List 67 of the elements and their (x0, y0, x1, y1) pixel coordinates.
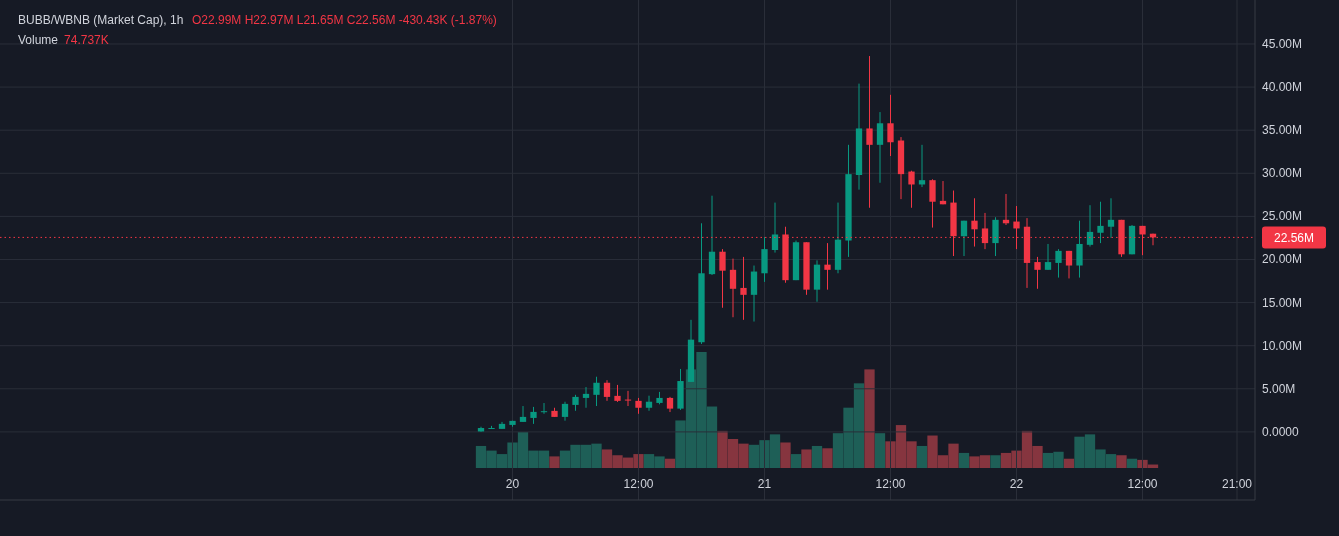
text: BUBB/WBNB (Market Cap), 1h (18, 13, 184, 27)
candlestick (887, 94, 894, 157)
y-tick-label: 20.00M (1262, 252, 1303, 267)
text: Volume (18, 33, 59, 47)
x-tick-label: 21 (757, 477, 772, 491)
candlestick (929, 178, 936, 229)
y-tick-label: 0.0000 (1262, 424, 1300, 439)
bar (780, 442, 791, 468)
candlestick (1076, 220, 1083, 279)
bar (790, 454, 802, 468)
candlestick (876, 111, 884, 184)
x-tick-label: 12:00 (1127, 477, 1158, 491)
y-tick-label: 30.00M (1262, 166, 1303, 181)
bar (874, 433, 886, 468)
candlestick (645, 395, 653, 412)
x-tick-label: 20 (505, 477, 520, 491)
candlestick (908, 170, 915, 209)
bar (811, 445, 823, 468)
ref-line-label: 22.56M (1273, 230, 1315, 245)
candlestick (603, 379, 611, 402)
candlestick (540, 402, 548, 415)
bar (916, 445, 928, 468)
candlestick (582, 386, 590, 409)
x-tick-label: 21:00 (1221, 477, 1253, 491)
bar (864, 369, 875, 468)
y-tick-label: 25.00M (1262, 209, 1303, 224)
candlestick (750, 265, 758, 323)
y-tick-label: 10.00M (1262, 338, 1303, 353)
candlestick (1044, 243, 1052, 271)
bar (549, 456, 560, 468)
y-tick-label: 45.00M (1262, 36, 1303, 51)
candlestick (866, 55, 873, 209)
y-tick-label: 5.00M (1262, 381, 1296, 396)
candlestick (624, 390, 632, 407)
y-tick-label: 40.00M (1262, 80, 1303, 95)
bar (958, 452, 970, 468)
bar (822, 448, 833, 468)
candlestick (740, 256, 747, 321)
candlestick (593, 376, 600, 407)
candlestick (824, 242, 831, 291)
y-tick-label: 15.00M (1262, 295, 1303, 310)
candlestick (1055, 248, 1062, 279)
x-tick-label: 12:00 (623, 477, 654, 491)
candlestick (960, 220, 968, 257)
candlestick (1107, 197, 1115, 239)
candlestick (1065, 250, 1073, 279)
y-tick-label: 35.00M (1262, 123, 1303, 138)
bar (801, 449, 812, 468)
candlestick (561, 401, 569, 422)
bar (1126, 458, 1138, 468)
annotation: O22.99M H22.97M L21.65M C22.56M -430.43K (-1.87%) (192, 13, 497, 27)
candlestick (729, 258, 737, 318)
bar (664, 458, 676, 468)
bar (1063, 458, 1075, 468)
x-tick-label: 12:00 (875, 477, 906, 491)
candlestick (1034, 256, 1041, 290)
bar (990, 455, 1001, 468)
candlestick (1097, 201, 1104, 244)
bar (1116, 455, 1127, 468)
text: 74.737K (64, 33, 109, 47)
candlestick (992, 216, 999, 257)
candlestick (708, 195, 716, 276)
x-tick-label: 22 (1009, 477, 1024, 491)
candlestick (719, 248, 726, 309)
candlestick (1086, 204, 1094, 248)
candlestick (519, 405, 527, 423)
candlestick (771, 202, 779, 254)
